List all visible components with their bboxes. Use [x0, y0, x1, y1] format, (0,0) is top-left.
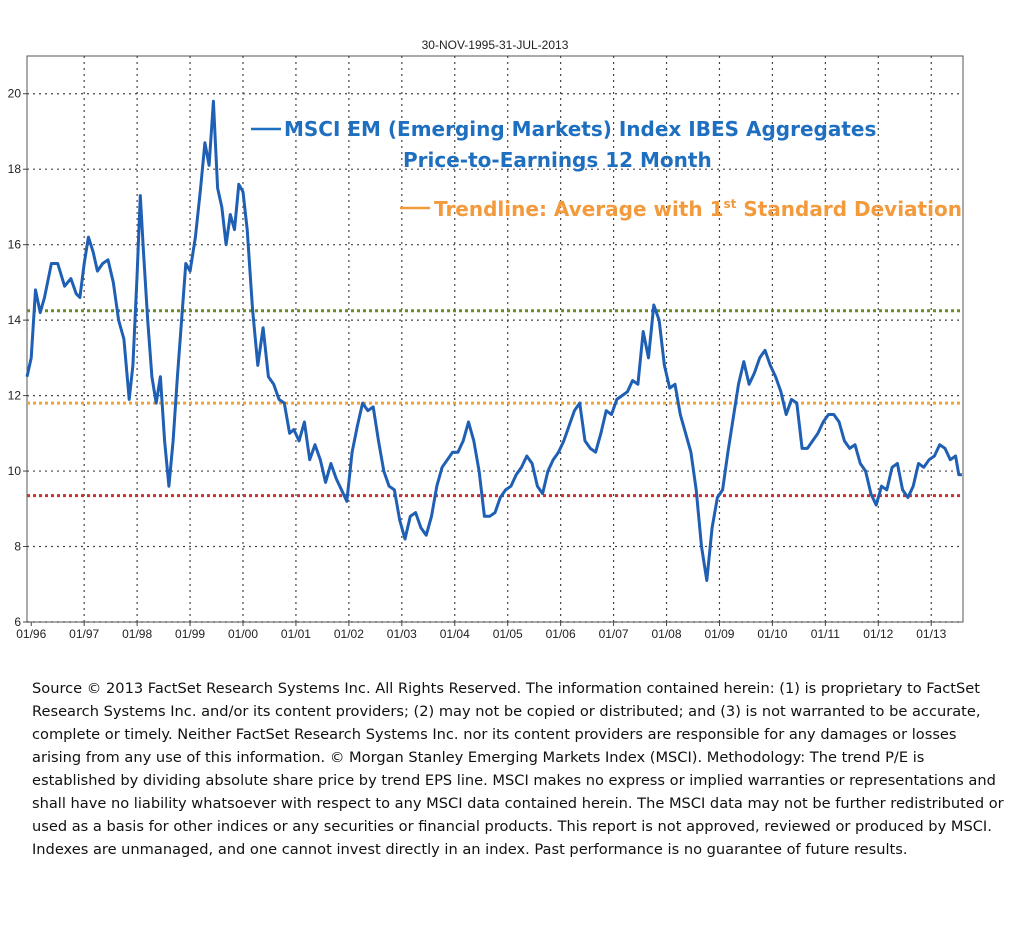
y-tick-label: 12 — [8, 389, 22, 403]
x-tick-label: 01/08 — [652, 627, 682, 641]
chart-title: 30-NOV-1995-31-JUL-2013 — [422, 38, 569, 52]
x-tick-label: 01/10 — [757, 627, 787, 641]
y-tick-label: 16 — [8, 238, 22, 252]
source-note: Source © 2013 FactSet Research Systems I… — [32, 680, 1004, 858]
pe-ratio-chart: 30-NOV-1995-31-JUL-2013 6 8 10 12 14 16 18 20 0… — [8, 38, 964, 641]
series-line-pe-ratio — [25, 99, 962, 582]
legend-trend-label-rest: Standard Deviation — [736, 197, 962, 221]
x-tick-label: 01/96 — [16, 627, 46, 641]
legend-trend-label: Trendline: Average with 1st Standard Dev… — [434, 197, 962, 221]
legend-series-label-line1: MSCI EM (Emerging Markets) Index IBES Ag… — [284, 117, 876, 141]
y-axis-ticks: 6 8 10 12 14 16 18 20 — [8, 87, 27, 629]
x-tick-label: 01/04 — [440, 627, 470, 641]
x-tick-label: 01/13 — [916, 627, 946, 641]
x-tick-label: 01/07 — [599, 627, 629, 641]
x-tick-label: 01/01 — [281, 627, 311, 641]
grid — [27, 56, 963, 623]
legend-trend-label-main: Trendline: Average with 1 — [434, 197, 723, 221]
x-tick-label: 01/97 — [69, 627, 99, 641]
series-layer — [25, 99, 962, 582]
x-tick-label: 01/12 — [863, 627, 893, 641]
y-tick-label: 20 — [8, 87, 22, 101]
y-tick-label: 18 — [8, 162, 22, 176]
x-tick-label: 01/98 — [122, 627, 152, 641]
x-tick-label: 01/99 — [175, 627, 205, 641]
x-tick-label: 01/03 — [387, 627, 417, 641]
y-tick-label: 14 — [8, 313, 22, 327]
x-tick-label: 01/11 — [811, 627, 840, 641]
x-tick-label: 01/06 — [546, 627, 576, 641]
x-tick-label: 01/05 — [493, 627, 523, 641]
plot-area — [26, 55, 964, 623]
legend-trend-label-sup: st — [723, 197, 736, 211]
y-tick-label: 10 — [8, 464, 22, 478]
x-tick-label: 01/09 — [704, 627, 734, 641]
y-tick-label: 6 — [14, 615, 21, 629]
legend: MSCI EM (Emerging Markets) Index IBES Ag… — [251, 117, 962, 221]
x-tick-label: 01/00 — [228, 627, 258, 641]
legend-series-label-line2: Price-to-Earnings 12 Month — [403, 148, 712, 172]
y-tick-label: 8 — [14, 540, 21, 554]
x-axis-ticks: 01/96 01/97 01/98 01/99 01/00 01/01 01/02 01/03… — [16, 622, 947, 641]
x-tick-label: 01/02 — [334, 627, 364, 641]
